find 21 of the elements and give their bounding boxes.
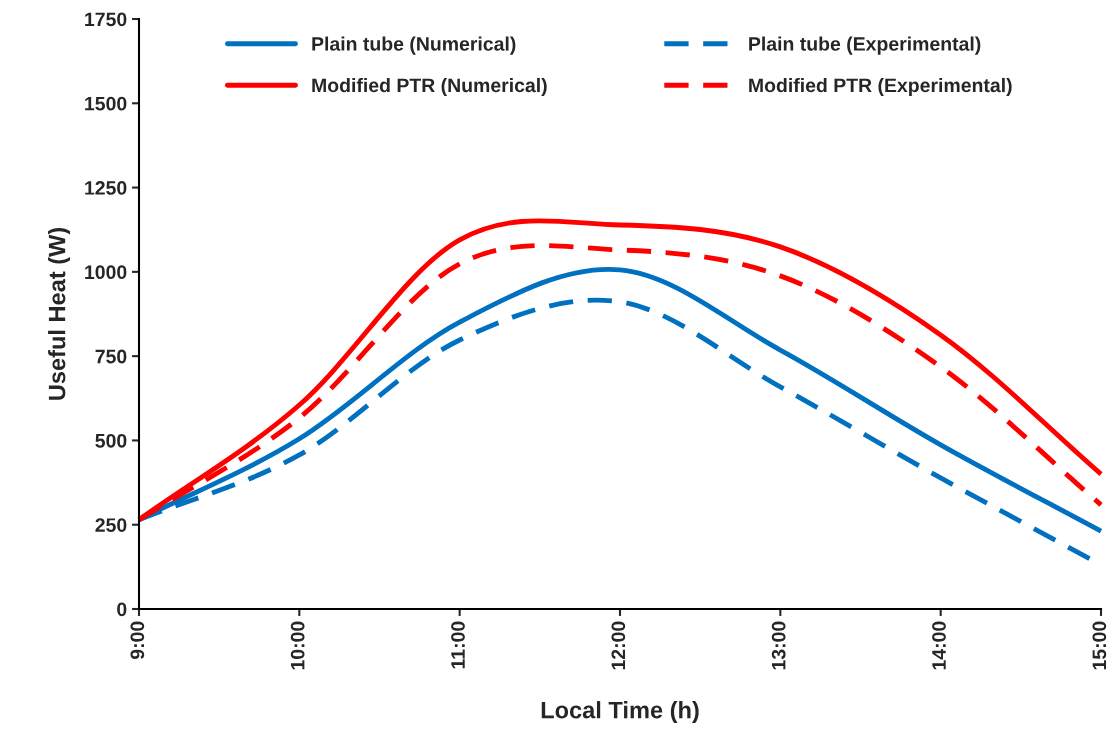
y-tick-label: 500 (95, 433, 127, 448)
y-tick-label: 1750 (85, 12, 127, 27)
x-tick-label: 11:00 (451, 621, 465, 669)
y-axis-title: Useful Heat (W) (48, 227, 71, 400)
y-tick-label: 750 (95, 349, 127, 364)
x-tick-label: 15:00 (1092, 621, 1107, 670)
x-tick-label: 10:00 (290, 621, 305, 670)
x-tick-label: 12:00 (611, 621, 626, 670)
y-tick-label: 1500 (85, 96, 127, 111)
x-axis-title: Local Time (h) (541, 701, 699, 724)
legend-label: Modified PTR (Experimental) (749, 77, 1012, 97)
x-tick-label: 13:00 (771, 621, 786, 670)
legend-label: Plain tube (Experimental) (749, 36, 981, 55)
legend-label: Modified PTR (Numerical) (312, 77, 547, 97)
x-tick-label: 14:00 (932, 621, 946, 670)
y-tick-label: 250 (95, 518, 127, 532)
legend-label: Plain tube (Numerical) (312, 36, 516, 55)
x-tick-label: 9:00 (130, 621, 145, 660)
y-tick-label: 0 (117, 602, 127, 617)
y-tick-label: 1250 (85, 181, 127, 195)
y-tick-label: 1000 (85, 265, 127, 280)
